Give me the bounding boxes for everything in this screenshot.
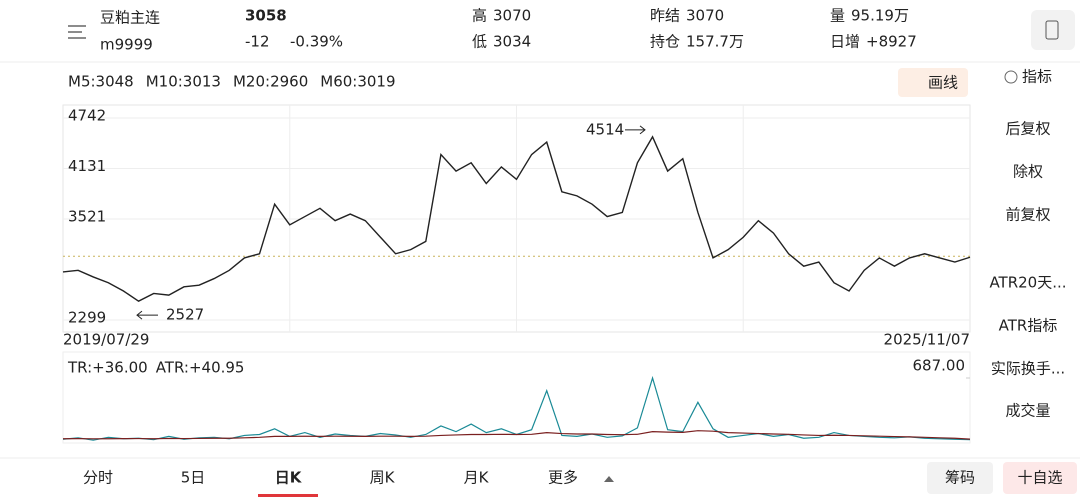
arrow <box>625 125 646 135</box>
sidebar-item[interactable]: 除权 <box>1013 163 1043 181</box>
atr-label: ATR:+40.95 <box>156 359 245 377</box>
sidebar-item[interactable]: 前复权 <box>1005 206 1050 224</box>
sidebar-item[interactable]: 后复权 <box>1005 120 1050 138</box>
ma-label: M20:2960 <box>233 73 308 91</box>
menu-icon[interactable] <box>68 25 86 39</box>
ma-label: M5:3048 <box>68 73 134 91</box>
y-tick-label: 687.00 <box>913 357 966 375</box>
stat-label: 高 <box>472 7 487 25</box>
end-date: 2025/11/07 <box>884 331 970 349</box>
start-date: 2019/07/29 <box>63 331 149 349</box>
indicator-icon <box>1004 70 1018 84</box>
button[interactable]: 筹码 <box>945 469 975 487</box>
draw-button-label[interactable]: 画线 <box>928 74 958 92</box>
tab[interactable]: 日K <box>275 469 303 487</box>
button-bg[interactable] <box>927 462 993 494</box>
stat-label: 日增 <box>830 33 860 51</box>
tab[interactable]: 更多 <box>548 469 578 487</box>
device-button[interactable] <box>1031 10 1075 50</box>
sidebar-item[interactable]: 实际换手... <box>991 360 1065 378</box>
y-tick-label: 2299 <box>68 309 106 327</box>
sidebar-item[interactable]: ATR20天... <box>989 274 1066 292</box>
indicator-button[interactable]: 指标 <box>1022 68 1052 86</box>
stat-label: 低 <box>472 33 487 51</box>
device-icon <box>1045 20 1059 40</box>
sidebar-item[interactable]: 成交量 <box>1005 402 1050 420</box>
low-annotation: 2527 <box>166 306 204 324</box>
stat-value: 157.7万 <box>686 33 744 51</box>
y-tick-label: 4131 <box>68 157 106 175</box>
stat-label: 持仓 <box>650 33 680 51</box>
draw-button[interactable] <box>898 68 968 97</box>
stat-value: 95.19万 <box>851 7 909 25</box>
change-pct: -0.39% <box>290 33 343 51</box>
y-tick-label: 3521 <box>68 207 106 225</box>
tab[interactable]: 分时 <box>83 469 113 487</box>
stat-value: 3034 <box>493 33 531 51</box>
button-bg[interactable] <box>1003 462 1077 494</box>
ma-label: M60:3019 <box>320 73 395 91</box>
y-tick-label: 4742 <box>68 106 106 124</box>
change: -12 <box>245 33 270 51</box>
tab[interactable]: 周K <box>370 469 396 487</box>
name: 豆粕主连 <box>100 9 160 27</box>
stat-value: +8927 <box>866 33 917 51</box>
tab-underline <box>258 494 318 497</box>
stat-label: 量 <box>830 7 845 25</box>
high-annotation: 4514 <box>586 120 624 138</box>
stat-value: 3070 <box>493 7 531 25</box>
tab[interactable]: 5日 <box>181 469 206 487</box>
code: m9999 <box>100 36 153 54</box>
indicator-frame <box>62 351 971 444</box>
ma-label: M10:3013 <box>146 73 221 91</box>
price-line <box>62 135 971 302</box>
atr-line <box>62 430 971 440</box>
button[interactable]: 十自选 <box>1017 469 1062 487</box>
stat-value: 3070 <box>686 7 724 25</box>
tr-label: TR:+36.00 <box>67 359 148 377</box>
sidebar-item[interactable]: ATR指标 <box>999 317 1058 335</box>
stat-label: 昨结 <box>650 7 680 25</box>
tab[interactable]: 月K <box>464 469 490 487</box>
price: 3058 <box>245 7 287 25</box>
more-arrow <box>604 476 614 482</box>
arrow <box>136 310 158 320</box>
